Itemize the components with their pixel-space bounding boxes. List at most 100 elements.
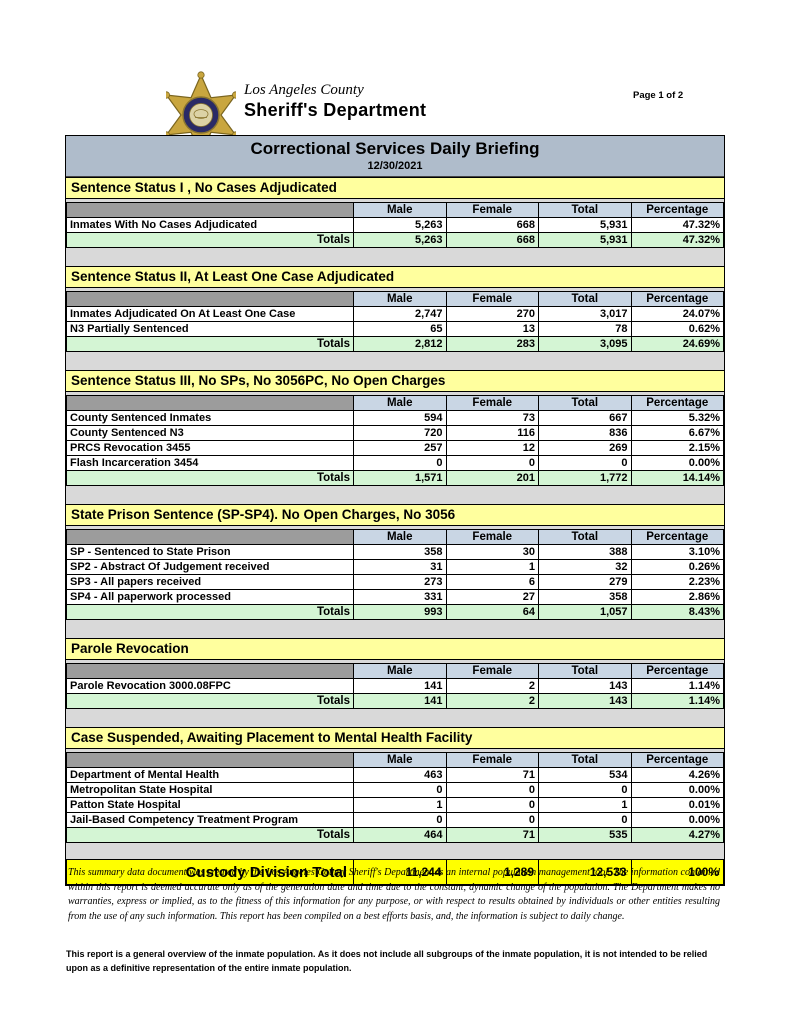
row-label-header-cell xyxy=(66,202,354,218)
row-label: Metropolitan State Hospital xyxy=(66,782,354,798)
table-row: County Sentenced Inmates 594 73 667 5.32% xyxy=(66,410,724,426)
row-label-header-cell xyxy=(66,395,354,411)
column-header-row: Male Female Total Percentage xyxy=(66,529,724,545)
letterhead: Los Angeles County Sheriff's Department xyxy=(162,70,426,165)
cell-female: 0 xyxy=(445,812,539,828)
table-row: SP4 - All paperwork processed 331 27 358 2.8… xyxy=(66,589,724,605)
table-row: Jail-Based Competency Treatment Program 0… xyxy=(66,812,724,828)
cell-pct: 47.32% xyxy=(630,217,724,233)
cell-pct: 2.23% xyxy=(630,574,724,590)
custody-total-male: 11,244 xyxy=(353,859,447,885)
section-title: Parole Revocation xyxy=(66,638,724,660)
column-header: Male xyxy=(353,752,447,768)
cell-total: 143 xyxy=(538,678,632,694)
column-header: Female xyxy=(445,663,539,679)
row-label-header-cell xyxy=(66,663,354,679)
custody-division-total-table: Custody Division Total 11,244 1,289 12,5… xyxy=(66,859,724,885)
custody-total-total: 12,533 xyxy=(538,859,632,885)
totals-male: 993 xyxy=(353,604,447,620)
column-header: Total xyxy=(538,752,632,768)
disclaimer-text: This summary data document was created b… xyxy=(68,867,720,922)
row-label: County Sentenced Inmates xyxy=(66,410,354,426)
cell-male: 463 xyxy=(353,767,447,783)
cell-male: 0 xyxy=(353,812,447,828)
totals-label: Totals xyxy=(66,604,354,620)
cell-pct: 0.00% xyxy=(630,455,724,471)
report-container: Correctional Services Daily Briefing 12/… xyxy=(65,135,725,886)
row-label: SP3 - All papers received xyxy=(66,574,354,590)
report-section: Parole Revocation Male Female Total Percent… xyxy=(66,638,724,709)
table-row: Flash Incarceration 3454 0 0 0 0.00% xyxy=(66,455,724,471)
table-row: Parole Revocation 3000.08FPC 141 2 143 1.14% xyxy=(66,678,724,694)
table-row: Inmates With No Cases Adjudicated 5,263 66… xyxy=(66,217,724,233)
cell-female: 12 xyxy=(445,440,539,456)
totals-pct: 47.32% xyxy=(630,232,724,248)
table-row: PRCS Revocation 3455 257 12 269 2.15% xyxy=(66,440,724,456)
totals-total: 1,057 xyxy=(538,604,632,620)
cell-total: 269 xyxy=(538,440,632,456)
report-date: 12/30/2021 xyxy=(367,160,423,172)
row-label: Flash Incarceration 3454 xyxy=(66,455,354,471)
totals-pct: 14.14% xyxy=(630,470,724,486)
cell-female: 73 xyxy=(445,410,539,426)
cell-male: 257 xyxy=(353,440,447,456)
cell-female: 30 xyxy=(445,544,539,560)
row-label-header-cell xyxy=(66,291,354,307)
cell-total: 0 xyxy=(538,455,632,471)
cell-total: 279 xyxy=(538,574,632,590)
totals-female: 201 xyxy=(445,470,539,486)
section-title: State Prison Sentence (SP-SP4). No Open … xyxy=(66,504,724,526)
totals-row: Totals 993 64 1,057 8.43% xyxy=(66,604,724,620)
totals-row: Totals 1,571 201 1,772 14.14% xyxy=(66,470,724,486)
cell-female: 13 xyxy=(445,321,539,337)
row-label: Inmates With No Cases Adjudicated xyxy=(66,217,354,233)
cell-male: 594 xyxy=(353,410,447,426)
column-header: Total xyxy=(538,663,632,679)
section-table: Male Female Total Percentage SP - Sentenced… xyxy=(66,529,724,620)
agency-county: Los Angeles County xyxy=(244,82,364,98)
cell-pct: 1.14% xyxy=(630,678,724,694)
row-label: SP2 - Abstract Of Judgement received xyxy=(66,559,354,575)
cell-total: 0 xyxy=(538,782,632,798)
totals-total: 1,772 xyxy=(538,470,632,486)
report-title-banner: Correctional Services Daily Briefing 12/… xyxy=(66,136,724,177)
section-table: Male Female Total Percentage County Sentenc… xyxy=(66,395,724,486)
column-header-row: Male Female Total Percentage xyxy=(66,752,724,768)
totals-male: 141 xyxy=(353,693,447,709)
cell-total: 836 xyxy=(538,425,632,441)
totals-female: 64 xyxy=(445,604,539,620)
column-header: Percentage xyxy=(630,291,724,307)
totals-pct: 8.43% xyxy=(630,604,724,620)
column-header: Percentage xyxy=(630,752,724,768)
column-header: Male xyxy=(353,291,447,307)
row-label-header-cell xyxy=(66,529,354,545)
cell-pct: 5.32% xyxy=(630,410,724,426)
cell-female: 27 xyxy=(445,589,539,605)
row-label: Jail-Based Competency Treatment Program xyxy=(66,812,354,828)
totals-male: 1,571 xyxy=(353,470,447,486)
row-label: Parole Revocation 3000.08FPC xyxy=(66,678,354,694)
table-row: SP - Sentenced to State Prison 358 30 388 3.… xyxy=(66,544,724,560)
report-section: Sentence Status I , No Cases Adjudicated… xyxy=(66,177,724,248)
cell-male: 65 xyxy=(353,321,447,337)
row-label: Patton State Hospital xyxy=(66,797,354,813)
cell-pct: 2.86% xyxy=(630,589,724,605)
cell-total: 5,931 xyxy=(538,217,632,233)
cell-male: 31 xyxy=(353,559,447,575)
cell-total: 1 xyxy=(538,797,632,813)
cell-pct: 2.15% xyxy=(630,440,724,456)
row-label: SP4 - All paperwork processed xyxy=(66,589,354,605)
column-header: Female xyxy=(445,529,539,545)
cell-pct: 3.10% xyxy=(630,544,724,560)
totals-label: Totals xyxy=(66,336,354,352)
cell-male: 141 xyxy=(353,678,447,694)
totals-row: Totals 141 2 143 1.14% xyxy=(66,693,724,709)
cell-male: 331 xyxy=(353,589,447,605)
cell-total: 32 xyxy=(538,559,632,575)
cell-pct: 0.26% xyxy=(630,559,724,575)
row-label: N3 Partially Sentenced xyxy=(66,321,354,337)
totals-male: 5,263 xyxy=(353,232,447,248)
column-header: Male xyxy=(353,529,447,545)
table-row: Inmates Adjudicated On At Least One Case… xyxy=(66,306,724,322)
column-header: Total xyxy=(538,202,632,218)
